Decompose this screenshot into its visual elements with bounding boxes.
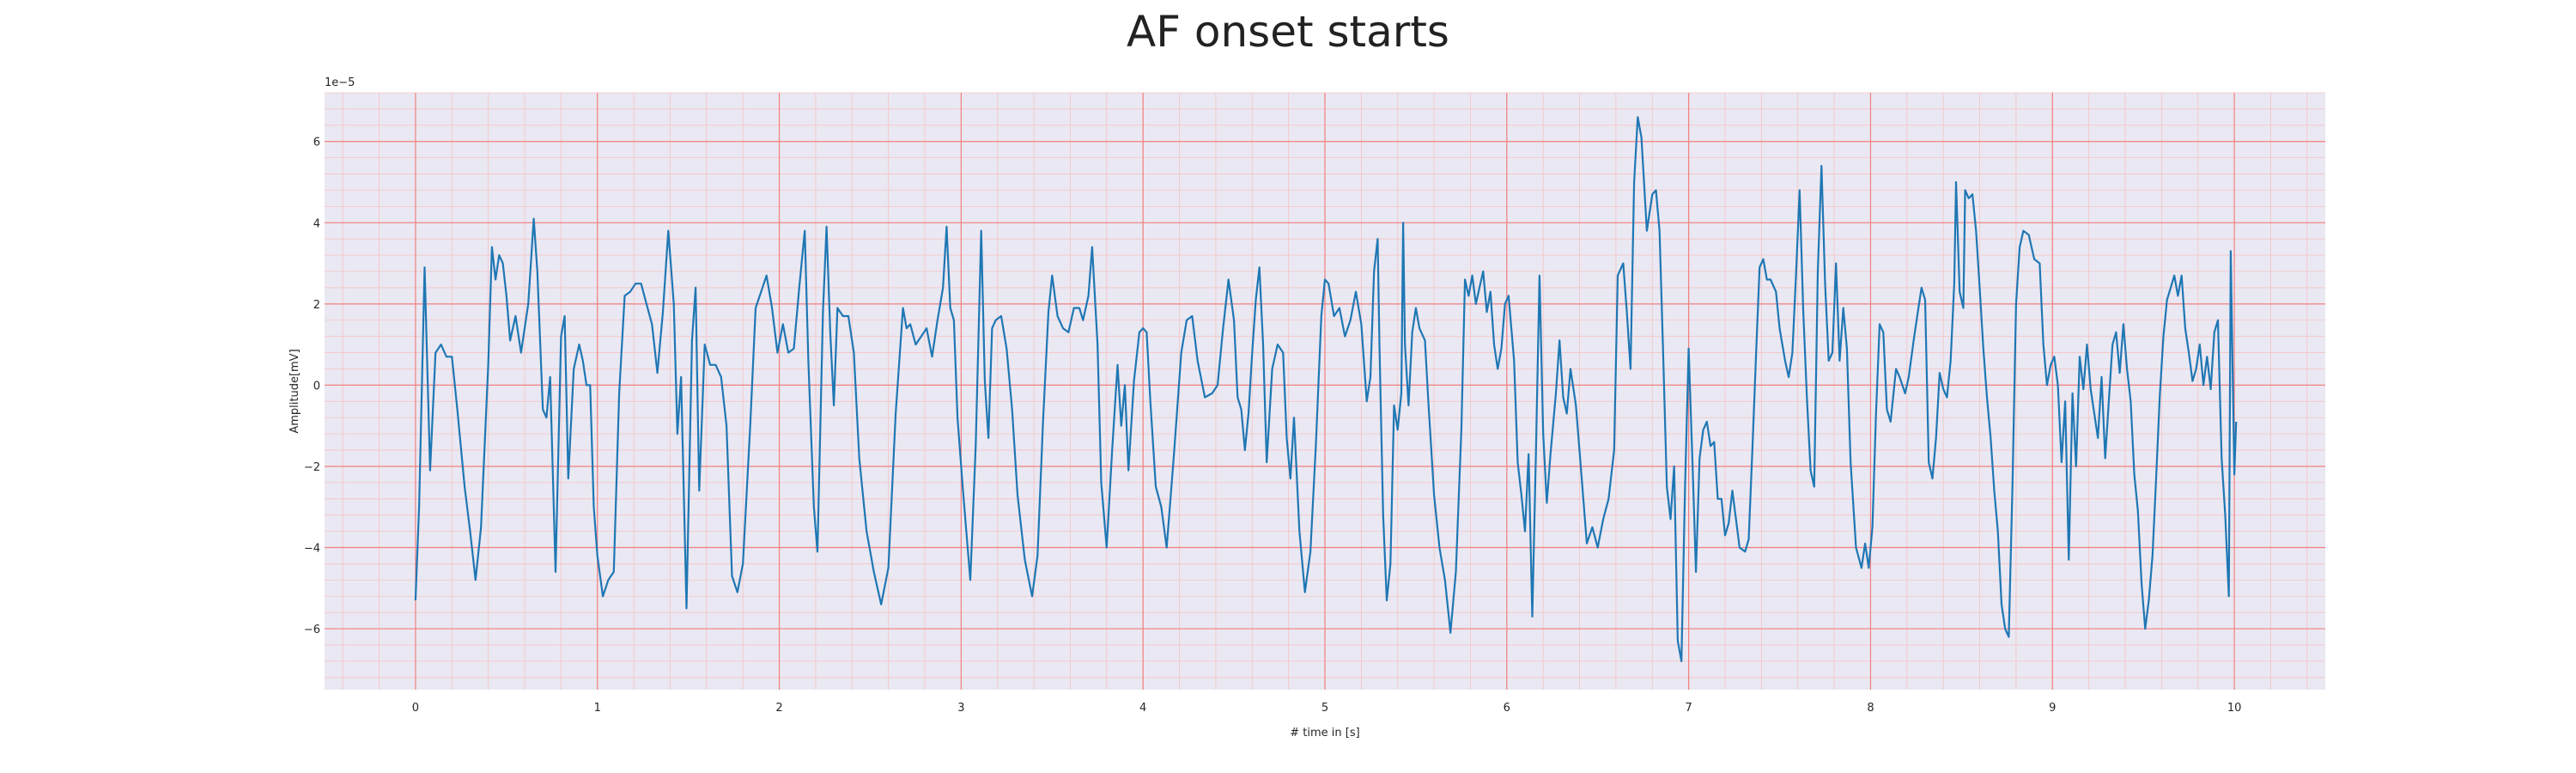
x-axis-label: # time in [s] (1290, 727, 1359, 740)
x-tick-label: 2 (775, 702, 782, 715)
x-tick-label: 8 (1867, 702, 1874, 715)
x-tick-label: 5 (1321, 702, 1328, 715)
y-tick-label: 4 (313, 217, 320, 230)
y-tick-label: 0 (313, 380, 320, 393)
chart-title: AF onset starts (1127, 7, 1449, 57)
y-tick-labels: −6 −4 −2 0 2 4 6 (304, 137, 320, 636)
x-tick-label: 4 (1139, 702, 1146, 715)
x-tick-label: 3 (957, 702, 964, 715)
y-tick-label: −2 (304, 461, 320, 474)
y-offset-label: 1e−5 (325, 76, 355, 89)
x-tick-label: 10 (2227, 702, 2242, 715)
y-tick-label: 2 (313, 299, 320, 312)
x-tick-label: 6 (1504, 702, 1510, 715)
y-tick-label: −6 (304, 624, 320, 636)
y-axis-label: Amplitude[mV] (289, 349, 301, 433)
x-tick-labels: 0 1 2 3 4 5 6 7 8 9 10 (412, 702, 2242, 715)
x-tick-label: 7 (1685, 702, 1692, 715)
y-tick-label: 6 (313, 137, 320, 149)
x-tick-label: 0 (412, 702, 419, 715)
y-tick-label: −4 (304, 543, 320, 556)
x-tick-label: 9 (2049, 702, 2056, 715)
series-line (414, 116, 2238, 662)
x-tick-label: 1 (594, 702, 601, 715)
